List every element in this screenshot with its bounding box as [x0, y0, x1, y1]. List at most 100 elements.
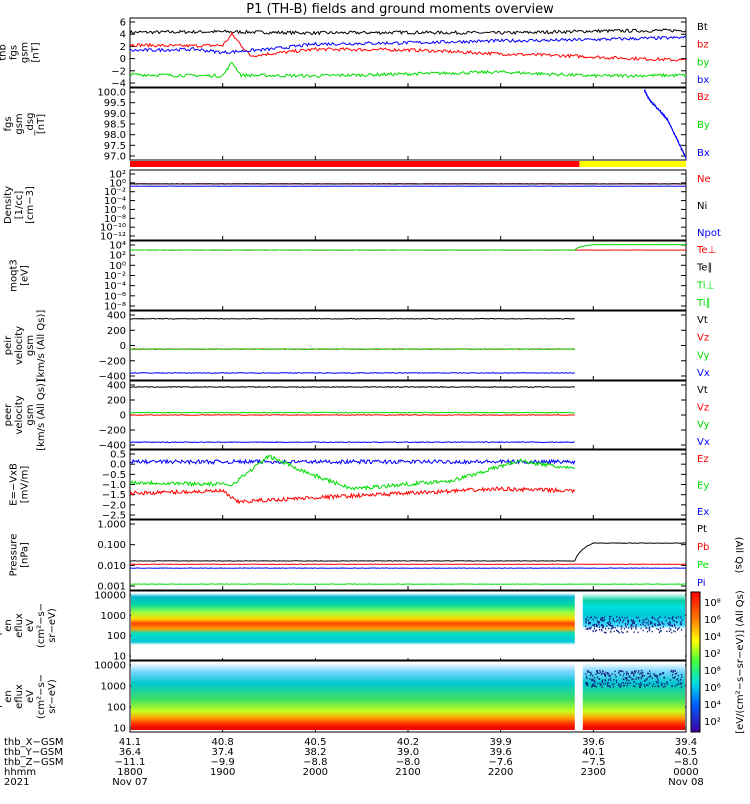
- y-tick-label: 100: [107, 631, 126, 642]
- y-tick-label: 99.0: [104, 109, 126, 120]
- spectrogram-speck: [634, 686, 635, 688]
- legend-Vt: Vt: [697, 315, 708, 326]
- ylabel-line: eV: [25, 690, 36, 703]
- spectrogram-speck: [636, 670, 637, 672]
- ylabel-line: gsm: [25, 404, 36, 425]
- spectrogram-speck: [594, 677, 595, 679]
- spectrogram-speck: [601, 630, 602, 632]
- spectrogram-speck: [597, 671, 598, 673]
- spectrogram-speck: [666, 620, 667, 622]
- ylabel-line: eV: [25, 619, 36, 632]
- spectrogram-speck: [610, 680, 611, 682]
- ylabel-line: Pressure: [9, 534, 20, 577]
- spectrogram-speck: [641, 684, 642, 686]
- spectrogram-speck: [638, 672, 639, 674]
- spectrogram-speck: [614, 631, 615, 633]
- ylabel-line: en: [3, 619, 14, 632]
- y-tick-label: 0.100: [97, 540, 126, 551]
- spectrogram-speck: [658, 683, 659, 685]
- spectrogram-speck: [591, 686, 592, 688]
- spectrogram-speck: [599, 683, 600, 685]
- spectrogram-fill: [131, 663, 575, 730]
- spectrogram-speck: [658, 629, 659, 631]
- spectrogram-speck: [611, 673, 612, 675]
- spectrogram-speck: [603, 683, 604, 685]
- spectrogram-speck: [623, 632, 624, 634]
- spectrogram-speck: [605, 683, 606, 685]
- spectrogram-speck: [610, 675, 611, 677]
- ylabel-line: [cm−3]: [25, 186, 36, 224]
- spectrogram-speck: [680, 622, 681, 624]
- spectrogram-speck: [626, 626, 627, 628]
- spectrogram-speck: [668, 617, 669, 619]
- spectrogram-speck: [663, 686, 664, 688]
- spectrogram-speck: [675, 686, 676, 688]
- panel-fgs_zoom: 100.099.599.098.598.097.597.0thbfgsgsm_d…: [0, 88, 710, 163]
- spectrogram-speck: [625, 623, 626, 625]
- spectrogram-speck: [620, 684, 621, 686]
- spectrogram-speck: [636, 624, 637, 626]
- spectrogram-speck: [619, 622, 620, 624]
- spectrogram-speck: [641, 628, 642, 630]
- spectrogram-speck: [595, 673, 596, 675]
- spectrogram-speck: [681, 676, 682, 678]
- spectrogram-speck: [610, 631, 611, 633]
- spectrogram-speck: [648, 620, 649, 622]
- ylabel-line: [eV]: [20, 265, 31, 286]
- series-Pb: [130, 564, 686, 565]
- spectrogram-speck: [661, 630, 662, 632]
- spectrogram-speck: [616, 680, 617, 682]
- colorbar-tick-label: 10⁶: [704, 615, 721, 626]
- spectrogram-speck: [597, 677, 598, 679]
- spectrogram-speck: [626, 678, 627, 680]
- spectrogram-speck: [607, 622, 608, 624]
- spectrogram-speck: [624, 685, 625, 687]
- legend-Vy: Vy: [697, 420, 710, 431]
- ylabel-line: fgs: [3, 116, 14, 131]
- spectrogram-speck: [635, 625, 636, 627]
- spectrogram-speck: [607, 685, 608, 687]
- spectrogram-speck: [617, 630, 618, 632]
- ylabel-line: gsm: [14, 113, 25, 134]
- y-tick-label: 6: [120, 18, 126, 29]
- spectrogram-speck: [601, 624, 602, 626]
- spectrogram-speck: [591, 616, 592, 618]
- spectrogram-speck: [588, 620, 589, 622]
- spectrogram-speck: [586, 628, 587, 630]
- spectrogram-speck: [647, 622, 648, 624]
- spectrogram-speck: [660, 628, 661, 630]
- spectrogram-speck: [615, 627, 616, 629]
- spectrogram-speck: [677, 622, 678, 624]
- spectrogram-speck: [632, 672, 633, 674]
- spectrogram-speck: [674, 620, 675, 622]
- spectrogram-speck: [665, 617, 666, 619]
- panel-frame: [130, 450, 686, 519]
- panel-ylabel: E=−VxB[mV/m]: [9, 463, 31, 506]
- spectrogram-speck: [623, 685, 624, 687]
- spectrogram-speck: [656, 677, 657, 679]
- spectrogram-speck: [596, 617, 597, 619]
- spectrogram-speck: [631, 626, 632, 628]
- colorbar: [691, 592, 700, 732]
- y-tick-label: 1000: [101, 611, 126, 622]
- y-tick-label: 97.5: [104, 141, 126, 152]
- y-tick-label: 98.5: [104, 120, 126, 131]
- spectrogram-speck: [586, 678, 587, 680]
- spectrogram-speck: [609, 624, 610, 626]
- spectrogram-speck: [644, 680, 645, 682]
- spectrogram-speck: [645, 619, 646, 621]
- legend-Te∥: Te∥: [696, 263, 713, 274]
- spectrogram-speck: [587, 685, 588, 687]
- panel-ylabel: thbfgsgsm[nT]: [0, 42, 42, 63]
- spectrogram-speck: [631, 673, 632, 675]
- spectrogram-speck: [614, 621, 615, 623]
- spectrogram-speck: [675, 673, 676, 675]
- spectrogram-speck: [659, 632, 660, 634]
- spectrogram-speck: [627, 624, 628, 626]
- panel-ylabel: thbpeervelocitygsm[km/s (All Qs)]: [0, 379, 47, 451]
- spectrogram-speck: [630, 677, 631, 679]
